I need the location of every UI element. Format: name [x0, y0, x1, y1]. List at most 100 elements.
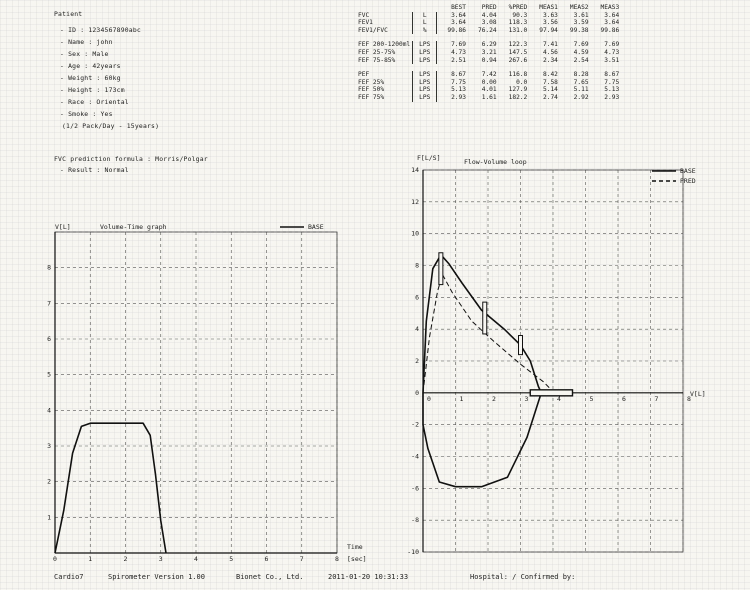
param-unit: LPS [412, 71, 438, 79]
table-row: FEF 200-1200ml LPS 7.69 6.29 122.3 7.41 … [350, 41, 621, 49]
value-cell: 7.41 [543, 41, 558, 49]
fv-legend-label: BASE [680, 167, 696, 175]
vt-y-tick-label: 7 [47, 299, 51, 307]
patient-heading: Patient [54, 10, 83, 18]
header-best: BEST [451, 4, 466, 11]
value-cell: 131.0 [508, 26, 528, 34]
value-cell: 118.3 [508, 19, 528, 27]
value-cell: 4.59 [573, 48, 589, 56]
vt-legend-label: BASE [308, 223, 324, 231]
prediction-result: - Result : Normal [60, 166, 129, 174]
param-name: FEF 75-85% [358, 56, 396, 64]
fv-y-tick-label: -4 [411, 453, 419, 461]
value-cell: 3.59 [573, 19, 589, 27]
fv-x-tick-label: 8 [687, 395, 691, 403]
value-cell: 99.86 [447, 26, 466, 34]
header-pred: PRED [481, 4, 497, 11]
footer-company: Bionet Co., Ltd. [236, 573, 304, 581]
value-cell: 2.93 [604, 93, 620, 101]
table-row: FEF 25-75% LPS 4.73 3.21 147.5 4.56 4.59… [350, 48, 621, 57]
value-cell: 3.08 [481, 19, 497, 27]
fv-x-tick-label: 4 [557, 395, 561, 403]
measurement-table: BEST PRED %PRED MEAS1 MEAS2 MEAS3 FVC L … [350, 4, 621, 102]
param-unit: L [412, 11, 438, 20]
header-pct-pred: %PRED [508, 4, 528, 11]
vt-x-tick-label: 5 [229, 555, 233, 563]
fv-x-tick-label: 7 [655, 395, 659, 403]
fv-y-tick-label: 2 [415, 357, 419, 365]
fv-y-tick-label: 4 [415, 325, 419, 333]
param-unit: LPS [412, 93, 438, 102]
vt-y-tick-label: 8 [47, 264, 51, 272]
param-unit: LPS [412, 48, 438, 57]
table-row: FEF 50% LPS 5.13 4.01 127.9 5.14 5.11 5.… [350, 86, 621, 94]
fv-y-tick-label: -6 [411, 484, 419, 492]
vt-x-tick-label: 2 [124, 555, 128, 563]
value-cell: 8.28 [573, 71, 589, 79]
vt-x-tick-label: 1 [88, 555, 92, 563]
fv-x-tick-label: 0 [427, 395, 431, 403]
vt-x-tick-label: 8 [335, 555, 339, 563]
fv-y-axis-label: F[L/S] [417, 154, 440, 162]
table-row: PEF LPS 8.67 7.42 116.8 8.42 8.28 8.67 [350, 71, 621, 79]
value-cell: 3.21 [481, 48, 497, 56]
fv-y-tick-label: 0 [415, 389, 419, 397]
prediction-formula: FVC prediction formula : Morris/Polgar [54, 155, 208, 163]
value-cell: 2.93 [451, 93, 466, 101]
header-meas1: MEAS1 [539, 4, 558, 11]
value-cell: 267.6 [508, 56, 528, 64]
value-cell: 1.61 [481, 93, 497, 101]
value-cell: 99.86 [600, 26, 620, 34]
param-name: FEF 200-1200ml [358, 41, 411, 49]
vt-x-axis-label-unit: [sec] [347, 555, 367, 563]
fv-x-axis-label: V[L] [690, 390, 706, 398]
vt-x-tick-label: 4 [194, 555, 198, 563]
value-cell: 116.8 [508, 71, 528, 79]
fv-series-pred [422, 274, 555, 394]
table-row: FEV1 L 3.64 3.08 118.3 3.56 3.59 3.64 [350, 19, 621, 27]
value-cell: 5.14 [543, 86, 558, 94]
value-cell: 4.73 [604, 48, 620, 56]
vt-x-tick-label: 0 [53, 555, 57, 563]
value-cell: 8.67 [451, 71, 466, 79]
patient-age: - Age : 42years [60, 62, 121, 70]
param-unit: % [412, 26, 438, 35]
value-cell: 7.69 [451, 41, 466, 49]
value-cell: 0.94 [481, 56, 497, 64]
param-name: FEF 75% [358, 93, 385, 101]
header-meas3: MEAS3 [600, 4, 620, 11]
value-cell: 99.38 [569, 26, 589, 34]
footer-software: Spirometer Version 1.00 [108, 573, 205, 581]
value-cell: 7.58 [543, 78, 558, 86]
fv-y-tick-label: 10 [411, 230, 419, 238]
value-cell: 147.5 [508, 48, 528, 56]
fv-x-tick-label: 6 [622, 395, 626, 403]
value-cell: 3.64 [604, 19, 620, 27]
param-name: FEV1 [358, 19, 373, 27]
param-unit: LPS [412, 56, 438, 65]
value-cell: 7.65 [573, 78, 589, 86]
table-row: FEV1/FVC % 99.86 76.24 131.0 97.94 99.38… [350, 26, 621, 35]
fv-pred-marker [518, 335, 523, 356]
table-row: FVC L 3.64 4.04 90.3 3.63 3.61 3.64 [350, 11, 621, 20]
fv-y-tick-label: 8 [415, 262, 419, 270]
vt-x-axis-label: Time [347, 543, 363, 551]
param-name: FVC [358, 11, 370, 19]
value-cell: 5.13 [604, 86, 620, 94]
patient-height: - Height : 173cm [60, 86, 125, 94]
value-cell: 8.67 [604, 71, 620, 79]
vt-y-tick-label: 5 [47, 371, 51, 379]
value-cell: 4.01 [481, 86, 497, 94]
table-row: FEF 75% LPS 2.93 1.61 182.2 2.74 2.92 2.… [350, 93, 621, 102]
value-cell: 7.42 [481, 71, 497, 79]
fv-y-tick-label: -2 [411, 421, 419, 429]
fv-y-tick-label: -10 [407, 548, 419, 556]
vt-y-tick-label: 3 [47, 442, 51, 450]
value-cell: 5.11 [573, 86, 589, 94]
value-cell: 7.69 [573, 41, 589, 49]
vt-y-tick-label: 1 [47, 513, 51, 521]
value-cell: 2.51 [451, 56, 466, 64]
value-cell: 0.0 [516, 78, 528, 86]
fv-x-tick-label: 3 [525, 395, 529, 403]
